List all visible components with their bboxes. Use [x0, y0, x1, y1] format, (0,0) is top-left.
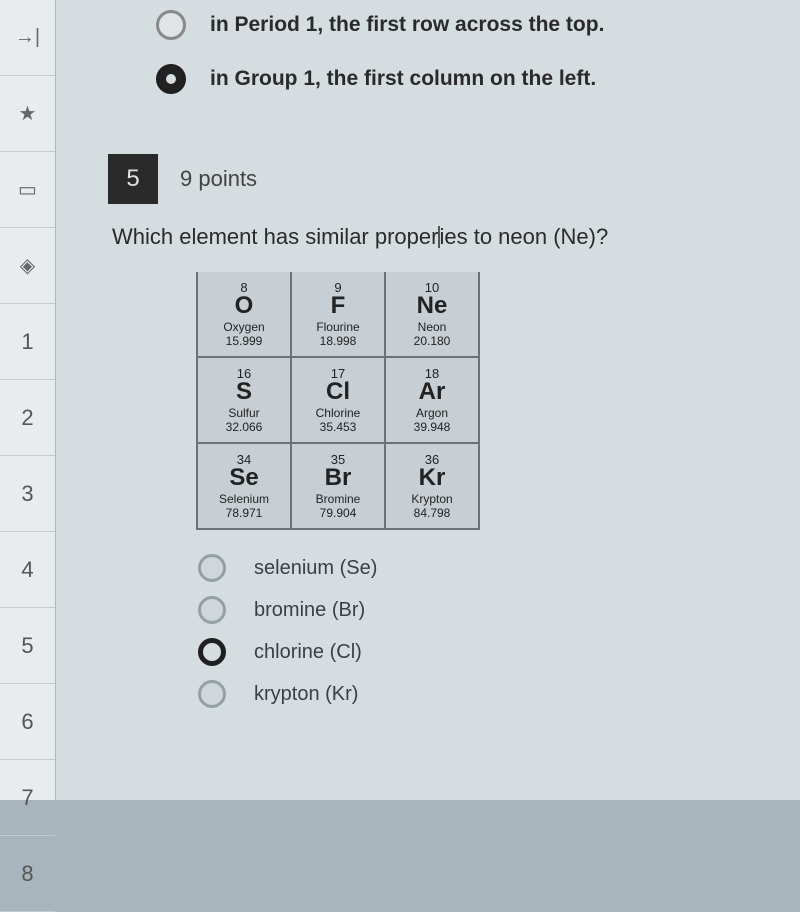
- element-cell: 18 Ar Argon 39.948: [384, 358, 480, 444]
- radio-icon[interactable]: [198, 554, 226, 582]
- sidebar-screen-icon[interactable]: ◈: [0, 228, 55, 304]
- periodic-row-3: 34 Se Selenium 78.971 35 Br Bromine 79.9…: [196, 444, 478, 530]
- sidebar-q4[interactable]: 4: [0, 532, 55, 608]
- element-cell: 35 Br Bromine 79.904: [290, 444, 386, 530]
- sidebar-q5[interactable]: 5: [0, 608, 55, 684]
- text-cursor-icon: [438, 222, 439, 244]
- prev-option-2-text: in Group 1, the first column on the left…: [210, 67, 596, 91]
- radio-selected-icon[interactable]: [198, 638, 226, 666]
- periodic-row-2: 16 S Sulfur 32.066 17 Cl Chlorine 35.453…: [196, 358, 478, 444]
- main-content: in Period 1, the first row across the to…: [56, 0, 800, 800]
- sidebar-pin-icon[interactable]: ★: [0, 76, 55, 152]
- sidebar-q2[interactable]: 2: [0, 380, 55, 456]
- sidebar: →| ★ ▭ ◈ 1 2 3 4 5 6 7 8: [0, 0, 56, 800]
- element-cell: 8 O Oxygen 15.999: [196, 272, 292, 358]
- element-cell: 34 Se Selenium 78.971: [196, 444, 292, 530]
- radio-selected-icon[interactable]: [156, 64, 186, 94]
- question-points: 9 points: [180, 166, 257, 192]
- question-text: Which element has similar properies to n…: [56, 222, 800, 250]
- answer-option-chlorine[interactable]: chlorine (Cl): [56, 638, 800, 666]
- periodic-table-image: 8 O Oxygen 15.999 9 F Flourine 18.998 10…: [196, 272, 478, 530]
- element-cell: 9 F Flourine 18.998: [290, 272, 386, 358]
- prev-option-2[interactable]: in Group 1, the first column on the left…: [56, 64, 800, 94]
- question-number: 5: [108, 154, 158, 204]
- element-cell: 10 Ne Neon 20.180: [384, 272, 480, 358]
- answer-options: selenium (Se) bromine (Br) chlorine (Cl)…: [56, 554, 800, 708]
- answer-option-selenium[interactable]: selenium (Se): [56, 554, 800, 582]
- answer-option-krypton[interactable]: krypton (Kr): [56, 680, 800, 708]
- question-header: 5 9 points: [56, 154, 800, 204]
- periodic-row-1: 8 O Oxygen 15.999 9 F Flourine 18.998 10…: [196, 272, 478, 358]
- radio-unselected-icon[interactable]: [156, 10, 186, 40]
- sidebar-q7[interactable]: 7: [0, 760, 55, 836]
- sidebar-window-icon[interactable]: ▭: [0, 152, 55, 228]
- radio-icon[interactable]: [198, 596, 226, 624]
- answer-option-bromine[interactable]: bromine (Br): [56, 596, 800, 624]
- element-cell: 17 Cl Chlorine 35.453: [290, 358, 386, 444]
- sidebar-q3[interactable]: 3: [0, 456, 55, 532]
- radio-icon[interactable]: [198, 680, 226, 708]
- sidebar-q1[interactable]: 1: [0, 304, 55, 380]
- element-cell: 16 S Sulfur 32.066: [196, 358, 292, 444]
- sidebar-q6[interactable]: 6: [0, 684, 55, 760]
- prev-option-1[interactable]: in Period 1, the first row across the to…: [56, 10, 800, 40]
- prev-option-1-text: in Period 1, the first row across the to…: [210, 13, 604, 37]
- element-cell: 36 Kr Krypton 84.798: [384, 444, 480, 530]
- sidebar-nav-tab-icon[interactable]: →|: [0, 0, 55, 76]
- sidebar-q8[interactable]: 8: [0, 836, 55, 912]
